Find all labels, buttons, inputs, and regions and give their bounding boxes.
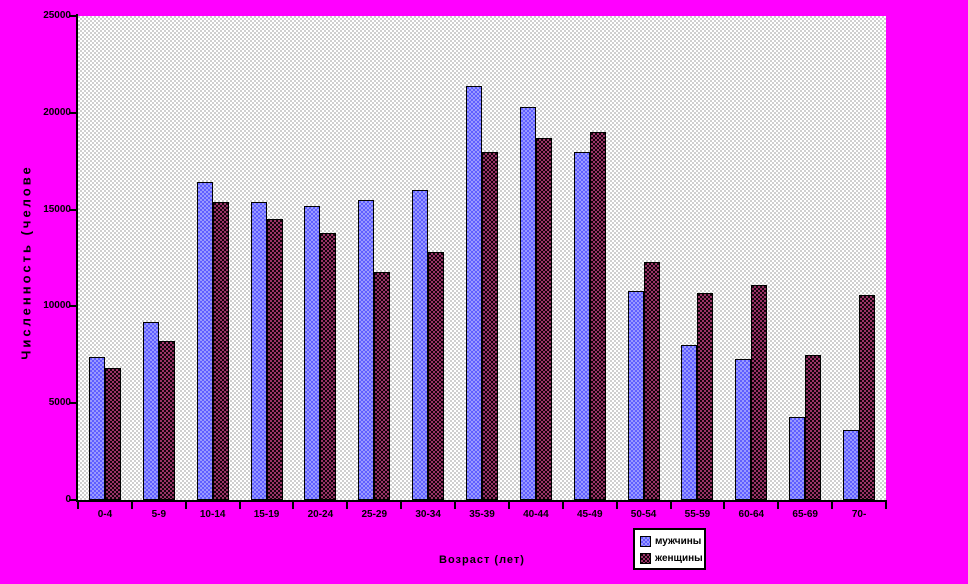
bar-мужчины-20-24[interactable] bbox=[304, 206, 321, 500]
y-tick-mark bbox=[69, 499, 76, 501]
x-tick-mark bbox=[885, 502, 887, 509]
x-category-label: 25-29 bbox=[361, 509, 388, 520]
y-tick-label: 25000 bbox=[43, 10, 71, 21]
x-category-label: 35-39 bbox=[469, 509, 495, 520]
bar-мужчины-5-9[interactable] bbox=[142, 322, 159, 500]
bar-женщины-25-29[interactable] bbox=[374, 272, 391, 500]
y-tick-label: 5000 bbox=[48, 397, 71, 409]
bar-мужчины-30-34[interactable] bbox=[412, 190, 429, 500]
legend-label: мужчины bbox=[655, 536, 702, 547]
bar-женщины-30-34[interactable] bbox=[428, 252, 445, 500]
bar-мужчины-70-[interactable] bbox=[843, 430, 860, 500]
bar-мужчины-15-19[interactable] bbox=[250, 202, 267, 500]
x-category-label: 45-49 bbox=[576, 509, 603, 520]
bar-женщины-60-64[interactable] bbox=[751, 285, 768, 500]
bar-женщины-10-14[interactable] bbox=[212, 202, 229, 500]
x-tick-mark bbox=[507, 502, 510, 509]
legend[interactable]: мужчины женщины bbox=[633, 528, 706, 570]
bar-мужчины-50-54[interactable] bbox=[627, 291, 644, 500]
bar-женщины-45-49[interactable] bbox=[589, 132, 606, 500]
x-tick-mark bbox=[292, 502, 295, 509]
legend-swatch-icon bbox=[640, 553, 651, 564]
bar-мужчины-35-39[interactable] bbox=[466, 86, 482, 500]
bar-мужчины-60-64[interactable] bbox=[735, 359, 752, 500]
y-tick-mark bbox=[69, 402, 76, 405]
x-category-label: 15-19 bbox=[253, 509, 280, 520]
x-category-label: 55-59 bbox=[684, 509, 711, 520]
x-tick-mark bbox=[615, 502, 618, 509]
bar-мужчины-65-69[interactable] bbox=[789, 417, 806, 500]
y-tick-label: 10000 bbox=[43, 300, 71, 312]
x-axis-line bbox=[76, 500, 887, 502]
x-tick-mark bbox=[561, 502, 564, 509]
bar-женщины-70-[interactable] bbox=[859, 295, 876, 500]
legend-item-1[interactable]: женщины bbox=[640, 550, 704, 567]
y-tick-label: 15000 bbox=[43, 203, 71, 215]
x-tick-mark bbox=[831, 502, 834, 509]
bar-женщины-40-44[interactable] bbox=[535, 138, 552, 500]
x-category-label: 20-24 bbox=[307, 509, 334, 520]
x-category-label: 0-4 bbox=[97, 509, 113, 520]
bar-женщины-15-19[interactable] bbox=[266, 219, 283, 500]
x-category-label: 60-64 bbox=[738, 509, 765, 520]
x-tick-mark bbox=[238, 502, 241, 509]
bar-мужчины-25-29[interactable] bbox=[358, 200, 375, 500]
bar-женщины-65-69[interactable] bbox=[805, 355, 822, 500]
x-tick-mark bbox=[454, 502, 457, 509]
x-tick-mark bbox=[184, 502, 187, 509]
y-tick-label: 20000 bbox=[43, 106, 71, 118]
x-category-label: 65-69 bbox=[792, 509, 818, 520]
y-tick-mark bbox=[69, 208, 76, 211]
x-tick-mark bbox=[777, 502, 780, 509]
x-tick-mark bbox=[77, 502, 79, 509]
y-tick-mark bbox=[69, 111, 76, 114]
x-tick-mark bbox=[130, 502, 133, 509]
x-category-label: 30-34 bbox=[415, 509, 441, 520]
bar-женщины-20-24[interactable] bbox=[320, 233, 337, 500]
bar-мужчины-45-49[interactable] bbox=[573, 152, 590, 500]
x-tick-mark bbox=[669, 502, 672, 509]
x-category-label: 50-54 bbox=[630, 509, 657, 520]
legend-swatch-icon bbox=[640, 536, 651, 547]
x-axis-title: Возраст (лет) bbox=[439, 554, 525, 566]
x-category-label: 40-44 bbox=[523, 509, 549, 520]
bar-женщины-55-59[interactable] bbox=[697, 293, 714, 500]
legend-item-0[interactable]: мужчины bbox=[640, 533, 704, 550]
y-tick-mark bbox=[69, 15, 76, 17]
bar-мужчины-40-44[interactable] bbox=[519, 107, 536, 500]
y-axis-line bbox=[76, 14, 78, 502]
x-tick-mark bbox=[346, 502, 349, 509]
x-category-label: 10-14 bbox=[199, 509, 226, 520]
x-category-label: 70- bbox=[851, 509, 867, 520]
y-axis-title-text: Численность (челове bbox=[18, 164, 34, 360]
bar-мужчины-55-59[interactable] bbox=[681, 345, 698, 500]
bar-женщины-50-54[interactable] bbox=[643, 262, 660, 500]
y-tick-mark bbox=[69, 305, 76, 308]
bar-мужчины-10-14[interactable] bbox=[196, 182, 213, 500]
legend-label: женщины bbox=[655, 553, 703, 564]
x-tick-mark bbox=[723, 502, 726, 509]
y-tick-label: 0 bbox=[65, 494, 71, 505]
x-category-label: 5-9 bbox=[151, 509, 167, 520]
x-tick-mark bbox=[400, 502, 403, 509]
bar-мужчины-0-4[interactable] bbox=[88, 357, 105, 500]
bar-женщины-5-9[interactable] bbox=[158, 341, 175, 500]
bar-женщины-0-4[interactable] bbox=[104, 368, 121, 500]
bar-женщины-35-39[interactable] bbox=[482, 152, 498, 500]
